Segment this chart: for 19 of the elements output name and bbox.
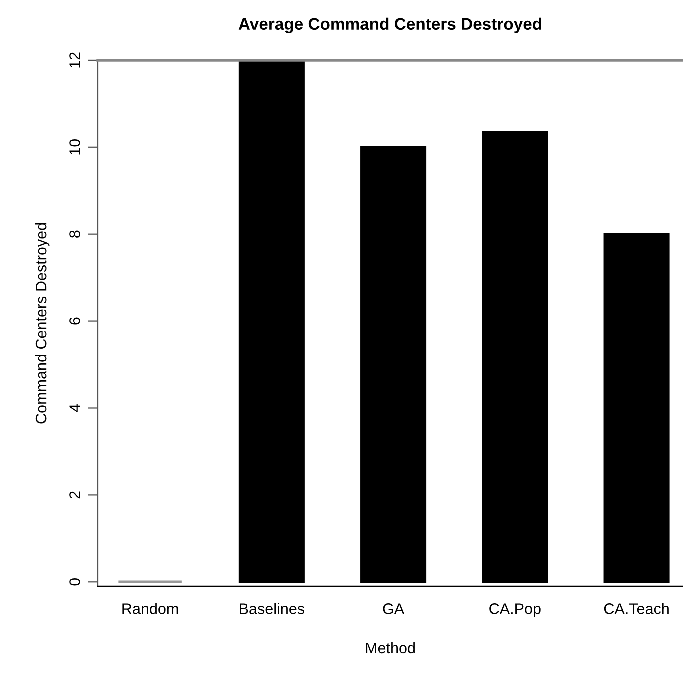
bar (238, 60, 305, 584)
chart-title: Average Command Centers Destroyed (238, 18, 542, 34)
y-tick-label: 2 (70, 492, 80, 499)
y-axis-title: Command Centers Destroyed (36, 223, 50, 424)
y-tick-label: 8 (70, 230, 80, 238)
x-tick-label: CA.Teach (604, 603, 669, 614)
y-tick-label: 12 (70, 52, 80, 68)
x-axis-title: Method (366, 642, 415, 654)
y-tick-label: 0 (70, 578, 80, 586)
bar (482, 131, 548, 584)
x-tick-label: GA (383, 604, 405, 614)
bar (604, 232, 670, 584)
y-tick-label: 4 (70, 404, 80, 412)
y-tick-label: 6 (70, 318, 80, 325)
x-tick-label: CA.Pop (490, 604, 541, 618)
x-tick-label: Baselines (240, 603, 304, 614)
x-tick-label: Random (122, 603, 178, 614)
y-tick-label: 10 (70, 140, 80, 155)
bar (360, 146, 427, 584)
